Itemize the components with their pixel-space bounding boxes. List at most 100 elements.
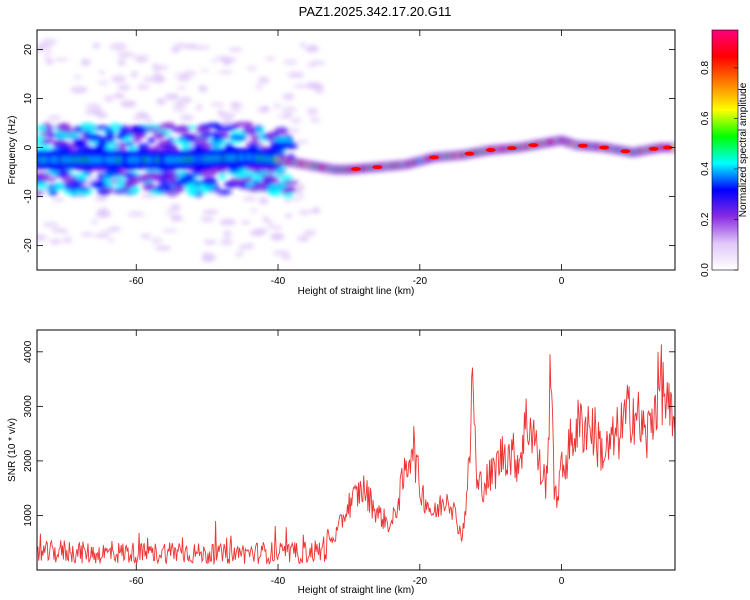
spectrogram-noise-blob xyxy=(282,113,293,119)
spectrogram-energy-blob xyxy=(171,139,187,144)
spectrogram-energy-blob xyxy=(274,129,289,135)
spectrogram-energy-blob xyxy=(142,182,155,192)
spectrogram-energy-blob xyxy=(280,174,289,181)
spectrogram-noise-blob xyxy=(80,58,91,67)
spectrogram-peak xyxy=(577,143,588,148)
spectrogram-noise-blob xyxy=(223,229,232,238)
spectrogram-energy-blob xyxy=(103,178,113,184)
spectrogram-energy-blob xyxy=(186,190,198,197)
spectrogram-energy-blob xyxy=(250,133,260,143)
spectrogram-energy-blob xyxy=(202,177,218,184)
spectrogram-energy-blob xyxy=(54,131,72,139)
snr-ytick-label: 4000 xyxy=(23,340,34,363)
spectrogram-energy-blob xyxy=(130,187,140,195)
spectrogram-noise-blob xyxy=(249,229,266,237)
spectrogram-noise-blob xyxy=(94,233,110,238)
spectrogram-energy-blob xyxy=(52,140,69,146)
spectrogram-panel: -60 -40 -20 0 20 10 0 -10 -20 Height of straigh… xyxy=(7,29,676,297)
spectrogram-noise-blob xyxy=(244,243,255,250)
spectrogram-noise-blob xyxy=(176,85,187,90)
spectrogram-noise-blob xyxy=(219,218,237,226)
spectrogram-xtick-label: -60 xyxy=(129,276,144,287)
spectrogram-noise-blob xyxy=(98,207,109,215)
spectrogram-energy-blob xyxy=(115,181,126,189)
spectrogram-noise-blob xyxy=(44,51,53,55)
spectrogram-noise-blob xyxy=(200,216,215,223)
spectrogram-peak xyxy=(528,143,539,148)
spectrogram-noise-blob xyxy=(222,59,232,66)
spectrogram-energy-blob xyxy=(42,138,55,143)
spectrogram-noise-blob xyxy=(285,128,301,134)
spectrogram-energy-blob xyxy=(102,186,115,193)
snr-xtick-label: -20 xyxy=(413,576,428,587)
spectrogram-noise-blob xyxy=(284,213,293,218)
spectrogram-energy-blob xyxy=(96,140,107,150)
spectrogram-energy-blob xyxy=(152,131,166,138)
spectrogram-noise-blob xyxy=(195,103,203,112)
spectrogram-noise-blob xyxy=(92,42,101,49)
spectrogram-energy-blob xyxy=(37,124,47,133)
spectrogram-energy-blob xyxy=(130,125,148,134)
spectrogram-noise-blob xyxy=(91,219,98,225)
spectrogram-noise-blob xyxy=(297,183,305,191)
spectrogram-peak xyxy=(485,148,496,152)
spectrogram-noise-blob xyxy=(145,116,152,123)
spectrogram-energy-blob xyxy=(149,171,165,181)
spectrogram-noise-blob xyxy=(109,225,121,231)
spectrogram-energy-blob xyxy=(211,135,224,142)
snr-ytick-label: 2000 xyxy=(23,449,34,472)
spectrogram-noise-blob xyxy=(172,107,186,112)
spectrogram-noise-blob xyxy=(154,245,172,251)
spectrogram-xlabel: Height of straight line (km) xyxy=(298,286,415,297)
spectrogram-xtick-label: -40 xyxy=(271,276,286,287)
spectrogram-noise-blob xyxy=(47,115,62,121)
spectrogram-noise-blob xyxy=(209,102,225,107)
spectrogram-noise-blob xyxy=(53,57,69,62)
spectrogram-noise-blob xyxy=(284,198,292,204)
spectrogram-noise-blob xyxy=(140,233,152,239)
spectrogram-noise-blob xyxy=(113,93,125,99)
spectrogram-energy-blob xyxy=(93,125,112,131)
snr-panel: -60 -40 -20 0 1000 2000 3000 4000 Height of st… xyxy=(7,329,676,596)
spectrogram-noise-blob xyxy=(281,254,292,261)
spectrogram-noise-blob xyxy=(43,56,51,61)
spectrogram-noise-blob xyxy=(46,59,54,65)
spectrogram-energy-blob xyxy=(132,134,142,143)
spectrogram-noise-blob xyxy=(296,140,309,144)
spectrogram-noise-blob xyxy=(231,108,243,113)
snr-xtick-label: -40 xyxy=(271,576,286,587)
spectrogram-energy-blob xyxy=(73,126,83,132)
spectrogram-ytick-label: 20 xyxy=(23,44,34,56)
spectrogram-energy-blob xyxy=(118,129,134,137)
spectrogram-noise-blob xyxy=(258,76,270,84)
spectrogram-energy-blob xyxy=(180,141,192,151)
spectrogram-noise-blob xyxy=(305,63,317,68)
spectrogram-peak xyxy=(428,155,439,160)
spectrogram-energy-blob xyxy=(201,123,216,129)
spectrogram-energy-blob xyxy=(104,167,121,177)
spectrogram-energy-blob xyxy=(47,133,57,138)
spectrogram-noise-blob xyxy=(170,215,184,222)
spectrogram-noise-blob xyxy=(37,43,52,50)
spectrogram-noise-blob xyxy=(287,71,305,79)
spectrogram-noise-blob xyxy=(293,83,311,89)
spectrogram-noise-blob xyxy=(210,59,219,63)
spectrogram-noise-blob xyxy=(239,243,246,252)
spectrogram-noise-blob xyxy=(111,75,127,83)
spectrogram-energy-blob xyxy=(132,174,149,183)
spectrogram-noise-blob xyxy=(140,194,156,199)
spectrogram-noise-blob xyxy=(272,250,290,256)
spectrogram-xtick-label: -20 xyxy=(413,276,428,287)
snr-series-line xyxy=(37,344,675,566)
spectrogram-noise-blob xyxy=(220,112,236,120)
spectrogram-energy-blob xyxy=(37,181,49,190)
spectrogram-noise-blob xyxy=(297,209,312,216)
spectrogram-noise-blob xyxy=(201,254,215,263)
spectrogram-energy-blob xyxy=(104,144,119,151)
spectrogram-energy-blob xyxy=(69,131,81,138)
spectrogram-noise-blob xyxy=(290,117,302,124)
spectrogram-energy-blob xyxy=(264,176,281,181)
spectrogram-ytick-label: 10 xyxy=(23,93,34,105)
spectrogram-peak xyxy=(506,146,517,151)
spectrogram-noise-blob xyxy=(153,71,161,79)
